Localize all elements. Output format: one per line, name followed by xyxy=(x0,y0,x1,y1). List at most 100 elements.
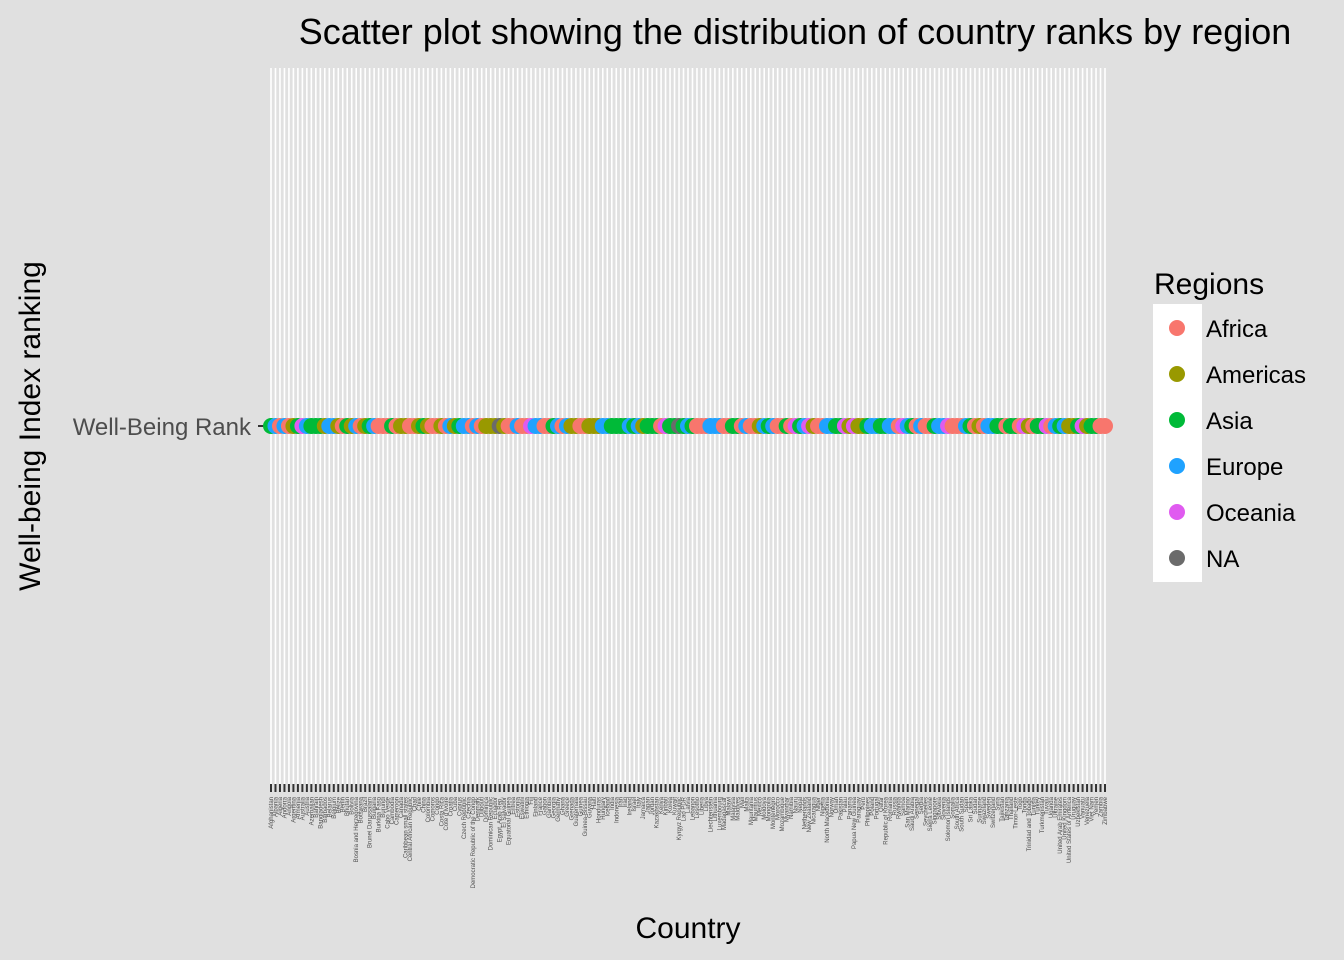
x-tick-label: Latvia xyxy=(686,796,692,813)
x-tick-label: South Africa xyxy=(955,796,961,829)
x-tick-label: Oman xyxy=(834,797,840,813)
x-tick-label: North Macedonia xyxy=(825,796,831,842)
x-tick-label: Burkina Faso xyxy=(377,796,383,832)
x-tick-label: Belarus xyxy=(327,797,333,817)
x-tick-label: Turkmenistan xyxy=(1040,797,1046,833)
x-tick-label: Ghana xyxy=(560,796,566,815)
x-tick-label: Fiji xyxy=(529,797,535,805)
x-tick-label: United Kingdom xyxy=(1063,797,1069,840)
x-tick-label: Montenegro xyxy=(771,796,777,829)
x-axis-tick-labels: AfghanistanAlbaniaAlgeriaAndorraAngolaAr… xyxy=(269,796,1109,888)
x-tick-label: Kenya xyxy=(659,796,665,814)
x-tick-label: Morocco xyxy=(776,796,782,820)
x-tick-label: Burundi xyxy=(381,797,387,818)
legend-swatch xyxy=(1169,458,1185,474)
x-tick-label: Mozambique xyxy=(780,796,786,831)
x-axis-label: Country xyxy=(635,912,740,945)
x-tick-label: Algeria xyxy=(278,796,284,815)
x-tick-label: South Sudan xyxy=(960,797,966,832)
x-tick-label: Togo xyxy=(1018,796,1024,810)
x-tick-label: Argentina xyxy=(291,796,297,822)
x-tick-label: Saudi Arabia xyxy=(910,796,916,831)
x-tick-label: Grenada xyxy=(569,796,575,820)
x-tick-label: Croatia xyxy=(448,796,454,816)
x-tick-label: Mauritania xyxy=(749,796,755,825)
x-tick-label: Moldova xyxy=(762,796,768,819)
legend-swatch xyxy=(1169,320,1185,336)
x-tick-label: Viet Nam xyxy=(1090,797,1096,822)
x-tick-label: Spain xyxy=(964,797,970,812)
x-tick-label: Ireland xyxy=(628,797,634,815)
x-tick-label: Qatar xyxy=(879,797,885,812)
x-tick-label: Nauru xyxy=(794,797,800,813)
x-tick-label: Denmark xyxy=(475,796,481,821)
x-tick-label: Lesotho xyxy=(695,796,701,818)
x-tick-label: Bangladesh xyxy=(318,797,324,829)
x-tick-label: Eswatini xyxy=(520,797,526,819)
x-tick-label: United States of America xyxy=(1067,796,1073,863)
x-tick-label: Mauritius xyxy=(753,797,759,821)
x-tick-label: Eritrea xyxy=(511,796,517,814)
x-axis-ticks xyxy=(270,784,1106,792)
x-tick-label: Tunisia xyxy=(1031,796,1037,816)
x-tick-label: Suriname xyxy=(977,796,983,822)
legend-swatch xyxy=(1169,504,1185,520)
x-tick-label: Belgium xyxy=(332,797,338,819)
x-tick-label: Australia xyxy=(300,796,306,820)
legend-label: Africa xyxy=(1206,316,1268,343)
x-tick-label: Chad xyxy=(412,797,418,811)
x-tick-label: Mongolia xyxy=(767,796,773,821)
x-tick-label: Albania xyxy=(273,796,279,817)
x-tick-label: Brunei Darussalam xyxy=(368,797,374,848)
x-tick-label: Central African Republic xyxy=(408,797,414,861)
x-tick-label: Paraguay xyxy=(856,797,862,823)
x-tick-label: Honduras xyxy=(596,797,602,823)
x-tick-label: Jordan xyxy=(650,797,656,815)
x-tick-label: Zambia xyxy=(1099,796,1105,817)
x-tick-label: Jamaica xyxy=(641,796,647,819)
x-tick-label: Lebanon xyxy=(690,797,696,820)
x-tick-label: Poland xyxy=(870,797,876,816)
x-tick-label: Italy xyxy=(637,797,643,808)
x-tick-label: Israel xyxy=(632,797,638,812)
x-tick-label: Netherlands xyxy=(803,797,809,829)
legend-key-background xyxy=(1153,304,1202,582)
x-tick-label: Ecuador xyxy=(493,797,499,819)
x-tick-label: Seychelles xyxy=(924,797,930,826)
x-tick-label: Tonga xyxy=(1022,796,1028,813)
x-tick-label: Cote d'Ivoire xyxy=(444,796,450,830)
x-tick-label: Niger xyxy=(816,797,822,811)
x-tick-label: Sweden xyxy=(986,797,992,819)
x-tick-label: Canada xyxy=(399,796,405,818)
x-tick-label: Indonesia xyxy=(614,796,620,823)
x-tick-label: United Arab Emirates xyxy=(1058,797,1064,854)
x-tick-label: Trinidad and Tobago xyxy=(1027,796,1033,851)
legend-label: Europe xyxy=(1206,454,1283,481)
x-tick-label: Malta xyxy=(744,796,750,811)
x-tick-label: Bulgaria xyxy=(372,796,378,819)
x-tick-label: Peru xyxy=(861,797,867,810)
x-tick-label: Papua New Guinea xyxy=(852,796,858,849)
x-tick-label: Russia xyxy=(892,796,898,815)
x-tick-label: Thailand xyxy=(1009,797,1015,820)
x-tick-label: Slovenia xyxy=(942,796,948,820)
x-tick-label: China xyxy=(421,796,427,812)
x-tick-label: Greece xyxy=(565,796,571,816)
x-tick-label: Malaysia xyxy=(731,796,737,820)
x-tick-label: Yemen xyxy=(1094,797,1100,815)
x-tick-label: Sri Lanka xyxy=(968,796,974,822)
y-axis: Well-Being Rank xyxy=(73,414,266,441)
x-tick-label: Haiti xyxy=(592,797,598,809)
x-tick-label: Ethiopia xyxy=(525,796,531,818)
x-tick-label: Serbia xyxy=(919,796,925,814)
x-tick-label: Guinea xyxy=(578,796,584,816)
x-tick-label: Equatorial Guinea xyxy=(507,796,513,845)
x-tick-label: Chile xyxy=(417,796,423,810)
x-tick-label: Germany xyxy=(556,797,562,822)
x-tick-label: Ukraine xyxy=(1054,796,1060,817)
x-tick-label: Swaziland xyxy=(982,797,988,824)
x-tick-label: Pakistan xyxy=(838,797,844,820)
x-tick-label: France xyxy=(538,796,544,815)
